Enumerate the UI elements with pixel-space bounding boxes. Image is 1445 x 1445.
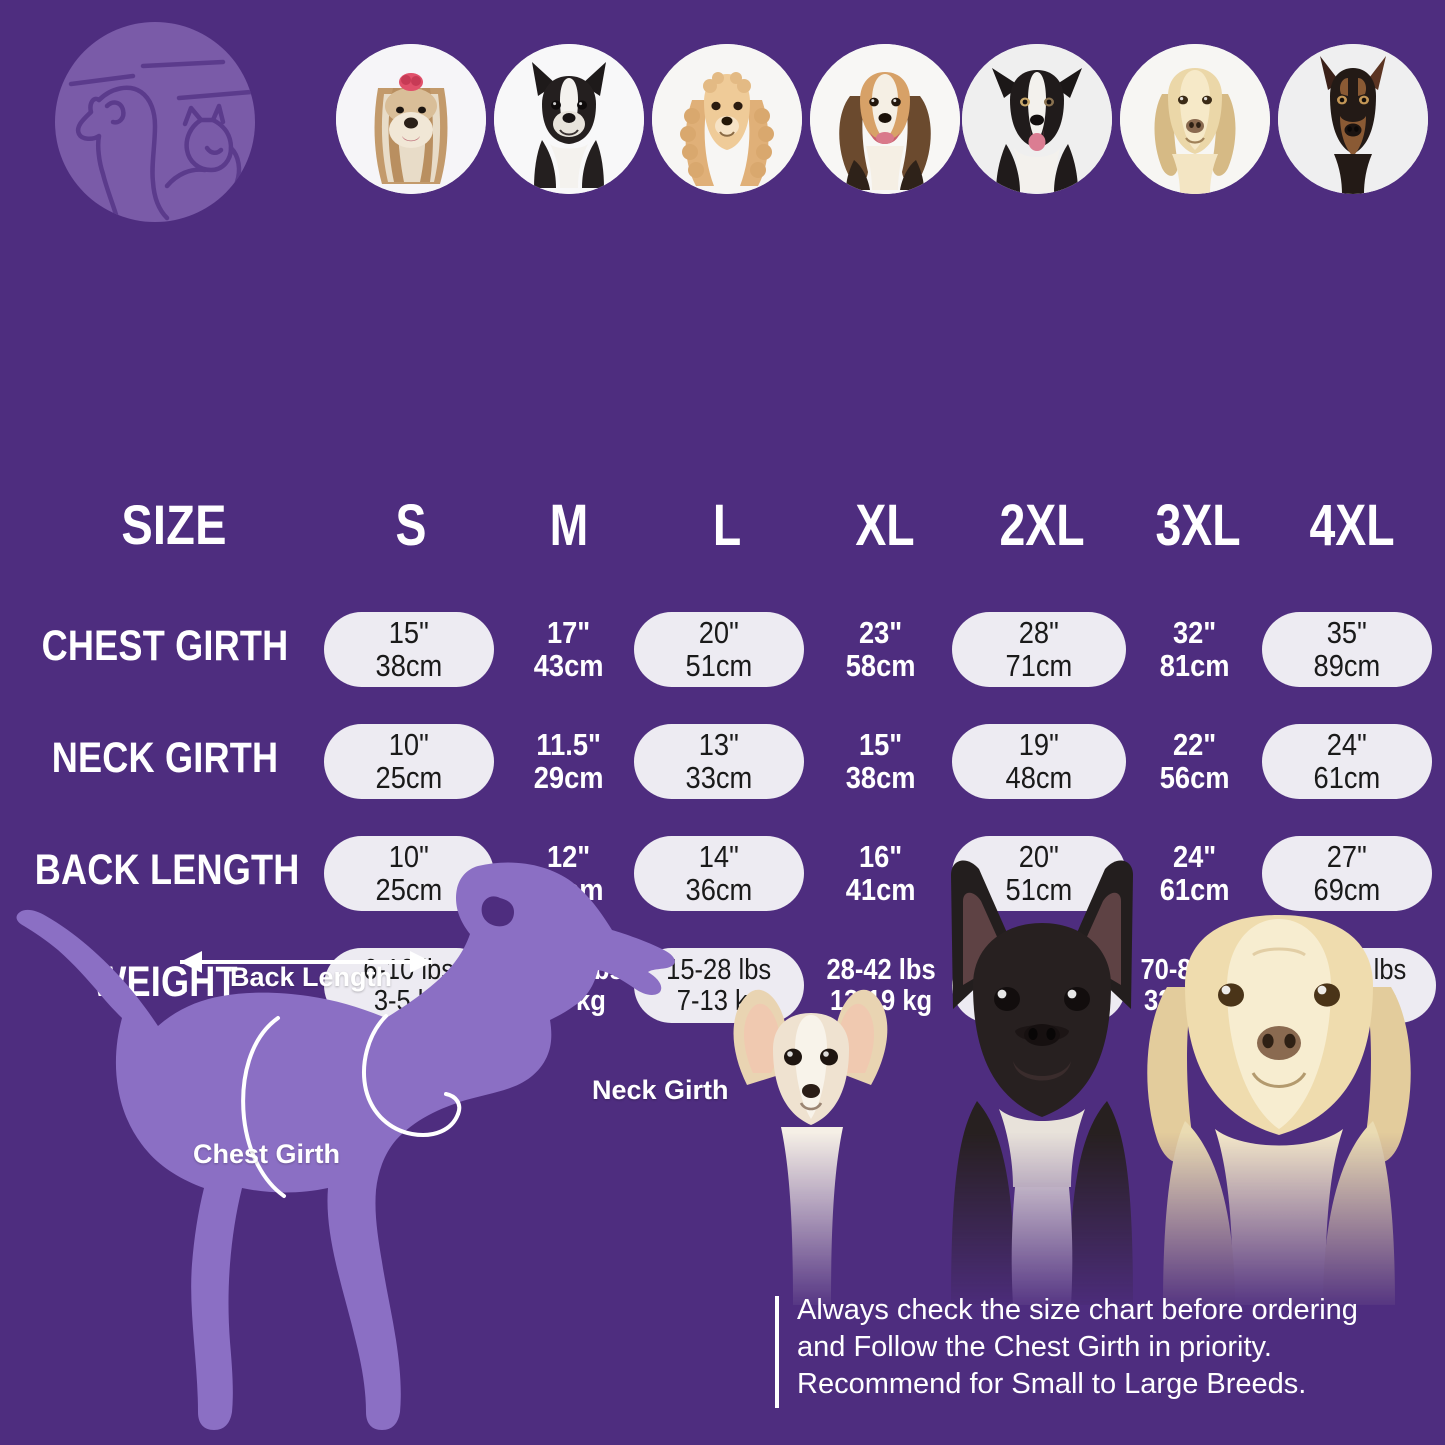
row-label-back-length: BACK LENGTH (34, 846, 300, 894)
cell-back-l: 14" 36cm (634, 836, 804, 911)
row-label-neck-girth: NECK GIRTH (51, 734, 279, 782)
cell-neck-m: 11.5" 29cm (534, 726, 604, 795)
cell-chest-xl: 23" 58cm (846, 614, 916, 683)
bottom-dog-photos (715, 835, 1445, 1315)
footer-line-1: Always check the size chart before order… (797, 1294, 1358, 1326)
measurement-diagram (0, 838, 760, 1445)
cell-back-xl: 16" 41cm (846, 838, 916, 907)
dog-and-cat-badge-icon (68, 59, 254, 221)
cell-chest-4xl: 35" 89cm (1262, 612, 1432, 687)
size-header-m: M (549, 493, 589, 558)
cell-neck-4xl: 24" 61cm (1262, 724, 1432, 799)
cell-chest-3xl: 32" 81cm (1160, 614, 1230, 683)
diagram-label-back-length: Back Length (230, 962, 393, 992)
breed-avatar-boston-terrier (494, 44, 644, 194)
top-band (0, 0, 1445, 230)
cell-chest-s: 15" 38cm (324, 612, 494, 687)
cocker-spaniel-photo-icon (652, 44, 802, 194)
three-dog-sizes-photo-icon (733, 860, 1411, 1305)
breed-avatar-beagle (810, 44, 960, 194)
breed-avatar-labrador-retriever (1120, 44, 1270, 194)
chihuahua (733, 989, 888, 1305)
cell-chest-m: 17" 43cm (534, 614, 604, 683)
diagram-label-chest-girth: Chest Girth (193, 1139, 341, 1169)
shih-tzu-photo-icon (336, 44, 486, 194)
size-header-xl: XL (855, 493, 915, 558)
labrador-retriever-photo-icon (1120, 44, 1270, 194)
french-bulldog (951, 860, 1133, 1305)
cell-neck-s: 10" 25cm (324, 724, 494, 799)
size-header-2xl: 2XL (999, 493, 1085, 558)
cell-neck-l: 13" 33cm (634, 724, 804, 799)
labrador-retriever (1147, 915, 1411, 1305)
footer-divider-bar (775, 1296, 779, 1408)
doberman-pinscher-photo-icon (1278, 44, 1428, 194)
cell-chest-l: 20" 51cm (634, 612, 804, 687)
beagle-photo-icon (810, 44, 960, 194)
footer-note: Always check the size chart before order… (775, 1292, 1435, 1412)
size-header-4xl: 4XL (1309, 493, 1395, 558)
dog-silhouette-icon (16, 862, 675, 1430)
breed-avatar-border-collie (962, 44, 1112, 194)
diagram-label-neck-girth: Neck Girth (592, 1075, 729, 1105)
size-header-s: S (395, 493, 427, 558)
row-label-chest-girth: CHEST GIRTH (41, 622, 289, 670)
table-corner-label: SIZE (121, 493, 227, 556)
cell-neck-3xl: 22" 56cm (1160, 726, 1230, 795)
boston-terrier-photo-icon (494, 44, 644, 194)
footer-line-2: and Follow the Chest Girth in priority. (797, 1331, 1272, 1363)
cell-back-4xl: 27" 69cm (1262, 836, 1432, 911)
breed-avatar-shih-tzu (336, 44, 486, 194)
footer-text: Always check the size chart before order… (797, 1292, 1437, 1403)
breed-avatar-cocker-spaniel (652, 44, 802, 194)
cell-back-3xl: 24" 61cm (1160, 838, 1230, 907)
size-chart-table: SIZE S M L XL 2XL 3XL 4XL CHEST GIRTH NE… (0, 240, 1445, 1023)
size-header-3xl: 3XL (1155, 493, 1241, 558)
cell-neck-2xl: 19" 48cm (952, 724, 1126, 799)
breed-avatar-doberman-pinscher (1278, 44, 1428, 194)
cell-neck-xl: 15" 38cm (846, 726, 916, 795)
cell-chest-2xl: 28" 71cm (952, 612, 1126, 687)
brand-logo (55, 22, 255, 222)
footer-line-3: Recommend for Small to Large Breeds. (797, 1368, 1307, 1400)
size-header-l: L (712, 493, 742, 558)
border-collie-photo-icon (962, 44, 1112, 194)
